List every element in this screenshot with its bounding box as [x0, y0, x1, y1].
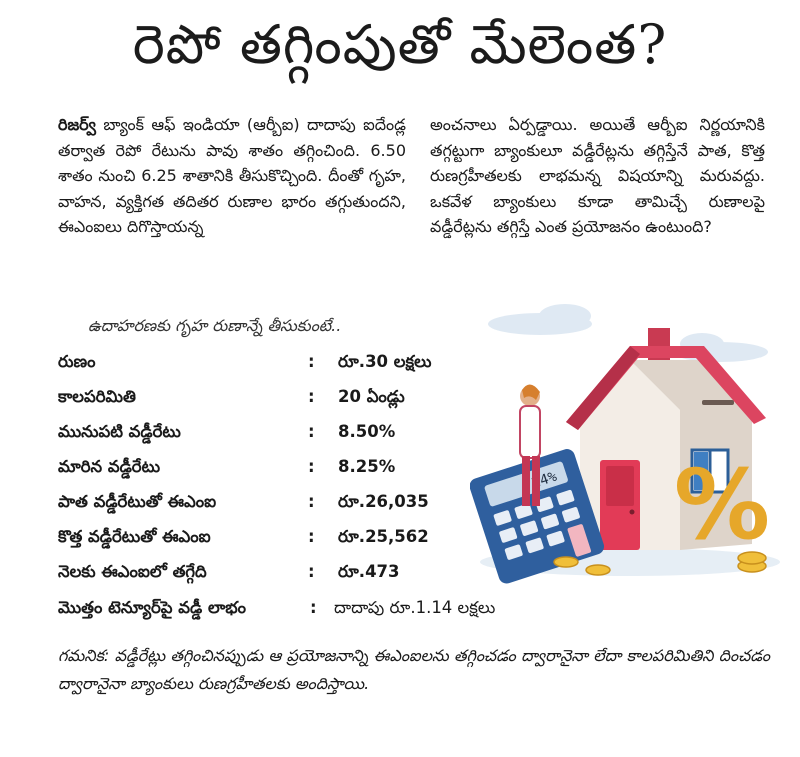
person-icon	[519, 384, 541, 506]
row-label: కాలపరిమితి	[58, 387, 136, 406]
row-value: 8.50%	[338, 422, 396, 441]
note-paragraph: గమనిక: వడ్డీరేట్లు తగ్గించినప్పుడు ఆ ప్ర…	[58, 642, 770, 698]
table-row: కాలపరిమితి : 20 ఏండ్లు	[58, 387, 518, 417]
example-intro: ఉదాహరణకు గృహ రుణాన్నే తీసుకుంటే..	[88, 316, 342, 335]
row-value: దాదాపు రూ.1.14 లక్షలు	[334, 598, 496, 617]
row-label: మొత్తం టెన్యూర్‌పై వడ్డీ లాభం	[58, 598, 246, 617]
row-separator: :	[308, 387, 315, 406]
row-separator: :	[310, 598, 317, 617]
row-separator: :	[308, 352, 315, 371]
row-label: నెలకు ఈఎంఐలో తగ్గేది	[58, 562, 207, 581]
table-row: మారిన వడ్డీరేటు : 8.25%	[58, 457, 518, 487]
table-row: పాత వడ్డీరేటుతో ఈఎంఐ : రూ.26,035	[58, 492, 518, 522]
house-savings-illustration: 24% %	[470, 304, 780, 584]
row-value: 20 ఏండ్లు	[338, 387, 405, 406]
row-value: రూ.30 లక్షలు	[338, 352, 432, 371]
row-value: రూ.25,562	[338, 527, 429, 546]
row-separator: :	[308, 527, 315, 546]
row-label: రుణం	[58, 352, 96, 371]
row-value: రూ.26,035	[338, 492, 429, 511]
house-icon	[566, 346, 766, 550]
headline: రెపో తగ్గింపుతో మేలెంత?	[132, 13, 668, 76]
note-text: వడ్డీరేట్లు తగ్గించినప్పుడు ఆ ప్రయోజనాన్…	[58, 646, 770, 693]
row-label: కొత్త వడ్డీరేటుతో ఈఎంఐ	[58, 527, 211, 546]
row-label: మునుపటి వడ్డీరేటు	[58, 422, 181, 441]
row-label: పాత వడ్డీరేటుతో ఈఎంఐ	[58, 492, 217, 511]
row-separator: :	[308, 457, 315, 476]
note-label: గమనిక:	[58, 646, 110, 665]
row-separator: :	[308, 422, 315, 441]
row-label: మారిన వడ్డీరేటు	[58, 457, 161, 476]
article-left-column: రిజర్వ్ బ్యాంక్ ఆఫ్ ఇండియా (ఆర్బీఐ) దాదా…	[58, 112, 406, 240]
row-value: రూ.473	[338, 562, 400, 581]
row-separator: :	[308, 562, 315, 581]
right-column-text: అంచనాలు ఏర్పడ్డాయి. అయితే ఆర్బీఐ నిర్ణయా…	[430, 115, 765, 236]
percent-icon: %	[674, 449, 770, 561]
row-value: 8.25%	[338, 457, 396, 476]
cloud-icon	[488, 304, 592, 335]
table-row: కొత్త వడ్డీరేటుతో ఈఎంఐ : రూ.25,562	[58, 527, 518, 557]
table-row: రుణం : రూ.30 లక్షలు	[58, 352, 518, 382]
lead-word: రిజర్వ్	[58, 115, 97, 134]
article-right-column: అంచనాలు ఏర్పడ్డాయి. అయితే ఆర్బీఐ నిర్ణయా…	[430, 112, 765, 240]
table-row: నెలకు ఈఎంఐలో తగ్గేది : రూ.473	[58, 562, 518, 592]
left-column-text: బ్యాంక్ ఆఫ్ ఇండియా (ఆర్బీఐ) దాదాపు ఐదేండ…	[58, 115, 406, 236]
table-row: మునుపటి వడ్డీరేటు : 8.50%	[58, 422, 518, 452]
row-separator: :	[308, 492, 315, 511]
coins-icon	[553, 551, 767, 576]
table-row-total: మొత్తం టెన్యూర్‌పై వడ్డీ లాభం : దాదాపు ర…	[58, 598, 518, 628]
